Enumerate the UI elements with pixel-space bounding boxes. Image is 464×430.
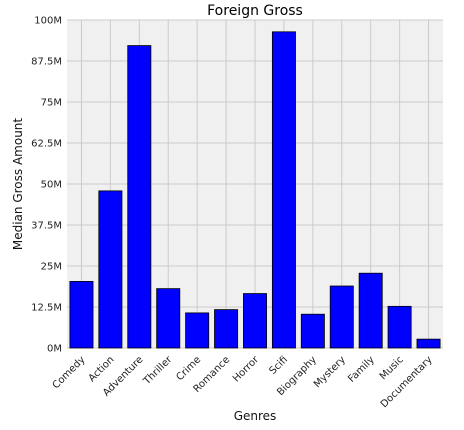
bar-adventure — [127, 45, 152, 349]
x-tick-label: Family — [346, 354, 377, 385]
y-tick-label: 0M — [47, 344, 62, 355]
bar-horror — [243, 293, 267, 349]
y-tick-label: 25M — [41, 262, 62, 273]
bar-mystery — [329, 285, 354, 349]
x-axis-title: Genres — [234, 409, 277, 423]
bar-action — [98, 190, 123, 349]
x-tick-label: Mystery — [312, 354, 348, 390]
x-tick-label: Horror — [231, 354, 262, 385]
bar-scifi — [271, 31, 296, 349]
bar-thriller — [156, 288, 181, 349]
y-tick-label: 50M — [41, 180, 62, 191]
bar-crime — [185, 312, 210, 349]
y-tick-label: 37.5M — [31, 221, 62, 232]
y-tick-label: 12.5M — [31, 303, 62, 314]
bars — [69, 31, 441, 349]
bar-documentary — [416, 338, 441, 349]
x-tick-label: Music — [378, 354, 406, 382]
y-tick-label: 87.5M — [31, 57, 62, 68]
x-tick-label: Thriller — [141, 354, 175, 388]
x-tick-label: Comedy — [51, 354, 88, 391]
bar-family — [358, 272, 383, 349]
bar-romance — [214, 309, 239, 349]
y-tick-label: 100M — [34, 16, 62, 27]
chart-title: Foreign Gross — [207, 3, 303, 19]
x-tick-label: Scifi — [267, 354, 290, 377]
y-tick-label: 62.5M — [31, 139, 62, 150]
y-axis-title: Median Gross Amount — [11, 118, 25, 251]
bar-comedy — [69, 281, 94, 349]
bar-music — [387, 305, 412, 349]
y-tick-labels: 0M 12.5M 25M 37.5M 50M 62.5M 75M 87.5M 100M — [31, 16, 62, 355]
x-tick-label: Documentary — [379, 354, 435, 410]
y-tick-label: 75M — [41, 98, 62, 109]
bar-biography — [300, 313, 325, 349]
